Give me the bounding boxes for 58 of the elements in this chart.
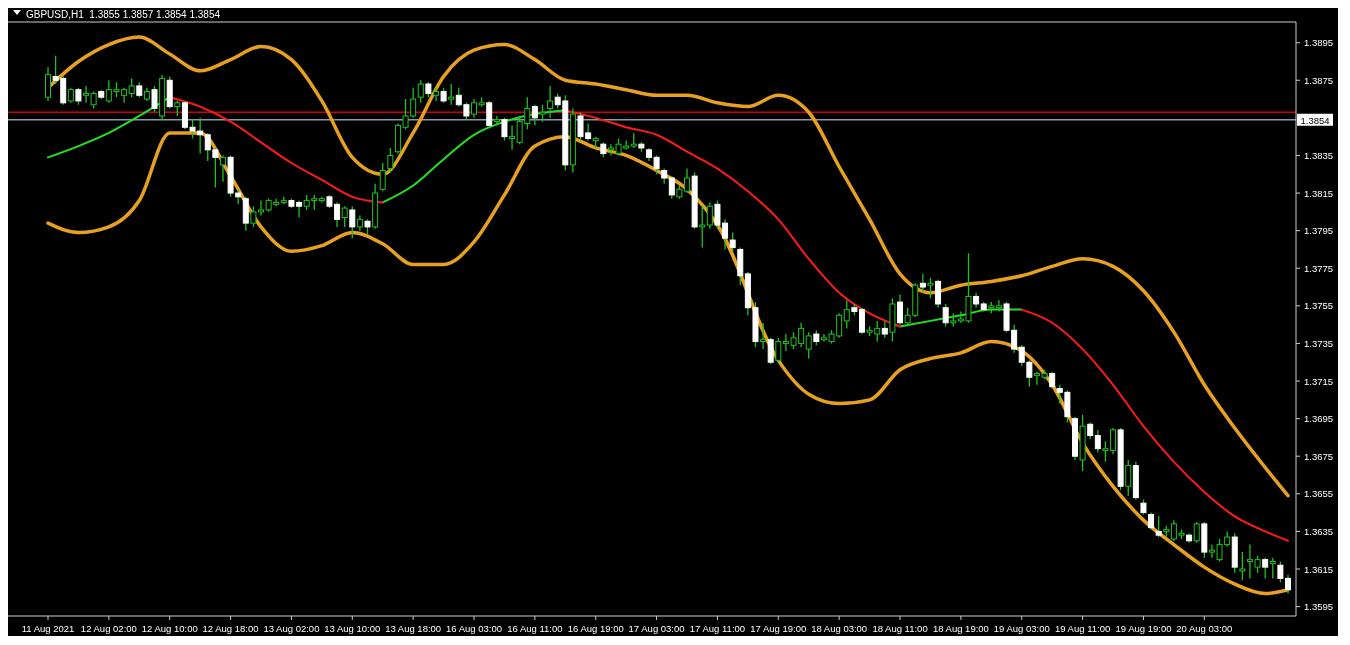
chart-title: GBPUSD,H1 1.3855 1.3857 1.3854 1.3854: [26, 9, 221, 20]
candlestick: [995, 299, 1002, 313]
y-tick-label: 1.3715: [1304, 375, 1334, 387]
candlestick: [372, 183, 379, 230]
y-tick-label: 1.3835: [1304, 149, 1334, 161]
x-tick-label: 11 Aug 2021: [21, 623, 75, 634]
y-tick-label: 1.3615: [1304, 563, 1334, 575]
candlestick: [1239, 551, 1246, 581]
x-tick-label: 12 Aug 02:00: [80, 623, 137, 634]
candlestick: [1132, 461, 1139, 501]
x-tick-label: 16 Aug 03:00: [446, 623, 503, 634]
candlestick: [509, 124, 516, 151]
x-tick-label: 17 Aug 03:00: [628, 623, 685, 634]
candlestick: [927, 277, 934, 299]
candlestick: [143, 87, 150, 102]
candlestick: [1148, 511, 1155, 531]
candlestick: [760, 322, 767, 350]
y-tick-label: 1.3755: [1304, 300, 1334, 312]
candlestick: [699, 205, 706, 249]
x-tick-label: 17 Aug 11:00: [689, 623, 746, 634]
x-tick-label: 19 Aug 19:00: [1115, 623, 1172, 634]
x-tick-label: 16 Aug 19:00: [567, 623, 624, 634]
candlestick: [432, 87, 439, 102]
candlestick: [159, 73, 166, 121]
y-tick-label: 1.3895: [1304, 37, 1334, 49]
candlestick: [45, 66, 51, 102]
y-tick-label: 1.3635: [1304, 525, 1334, 537]
candlestick: [219, 154, 226, 183]
x-tick-label: 13 Aug 02:00: [263, 623, 320, 634]
y-tick-label: 1.3875: [1304, 74, 1334, 86]
x-tick-label: 18 Aug 03:00: [811, 623, 868, 634]
x-tick-label: 12 Aug 10:00: [141, 623, 198, 634]
x-tick-label: 20 Aug 03:00: [1176, 623, 1233, 634]
candlestick: [1079, 414, 1086, 472]
y-tick-label: 1.3795: [1304, 225, 1334, 237]
line-series: [46, 131, 1290, 596]
x-tick-label: 13 Aug 18:00: [385, 623, 442, 634]
ref-line-label: 1.3854: [1300, 114, 1330, 126]
x-tick-label: 18 Aug 19:00: [932, 623, 989, 634]
y-tick-label: 1.3735: [1304, 337, 1334, 349]
x-tick-label: 18 Aug 11:00: [872, 623, 928, 634]
y-tick-label: 1.3675: [1304, 450, 1334, 462]
x-tick-label: 17 Aug 19:00: [750, 623, 807, 634]
candlestick: [356, 214, 363, 232]
y-tick-label: 1.3775: [1304, 262, 1334, 274]
x-tick-label: 12 Aug 18:00: [202, 623, 259, 634]
candlestick: [1269, 557, 1276, 580]
x-tick-label: 19 Aug 11:00: [1054, 623, 1111, 634]
candlestick: [448, 83, 455, 106]
x-tick-label: 19 Aug 03:00: [993, 623, 1050, 634]
x-tick-label: 16 Aug 11:00: [507, 623, 563, 634]
y-tick-label: 1.3655: [1304, 488, 1334, 500]
y-tick-label: 1.3595: [1304, 601, 1334, 613]
candlestick: [569, 107, 576, 174]
x-tick-label: 13 Aug 10:00: [324, 623, 381, 634]
y-tick-label: 1.3815: [1304, 187, 1334, 199]
candlestick: [547, 85, 554, 119]
y-tick-label: 1.3695: [1304, 413, 1334, 425]
